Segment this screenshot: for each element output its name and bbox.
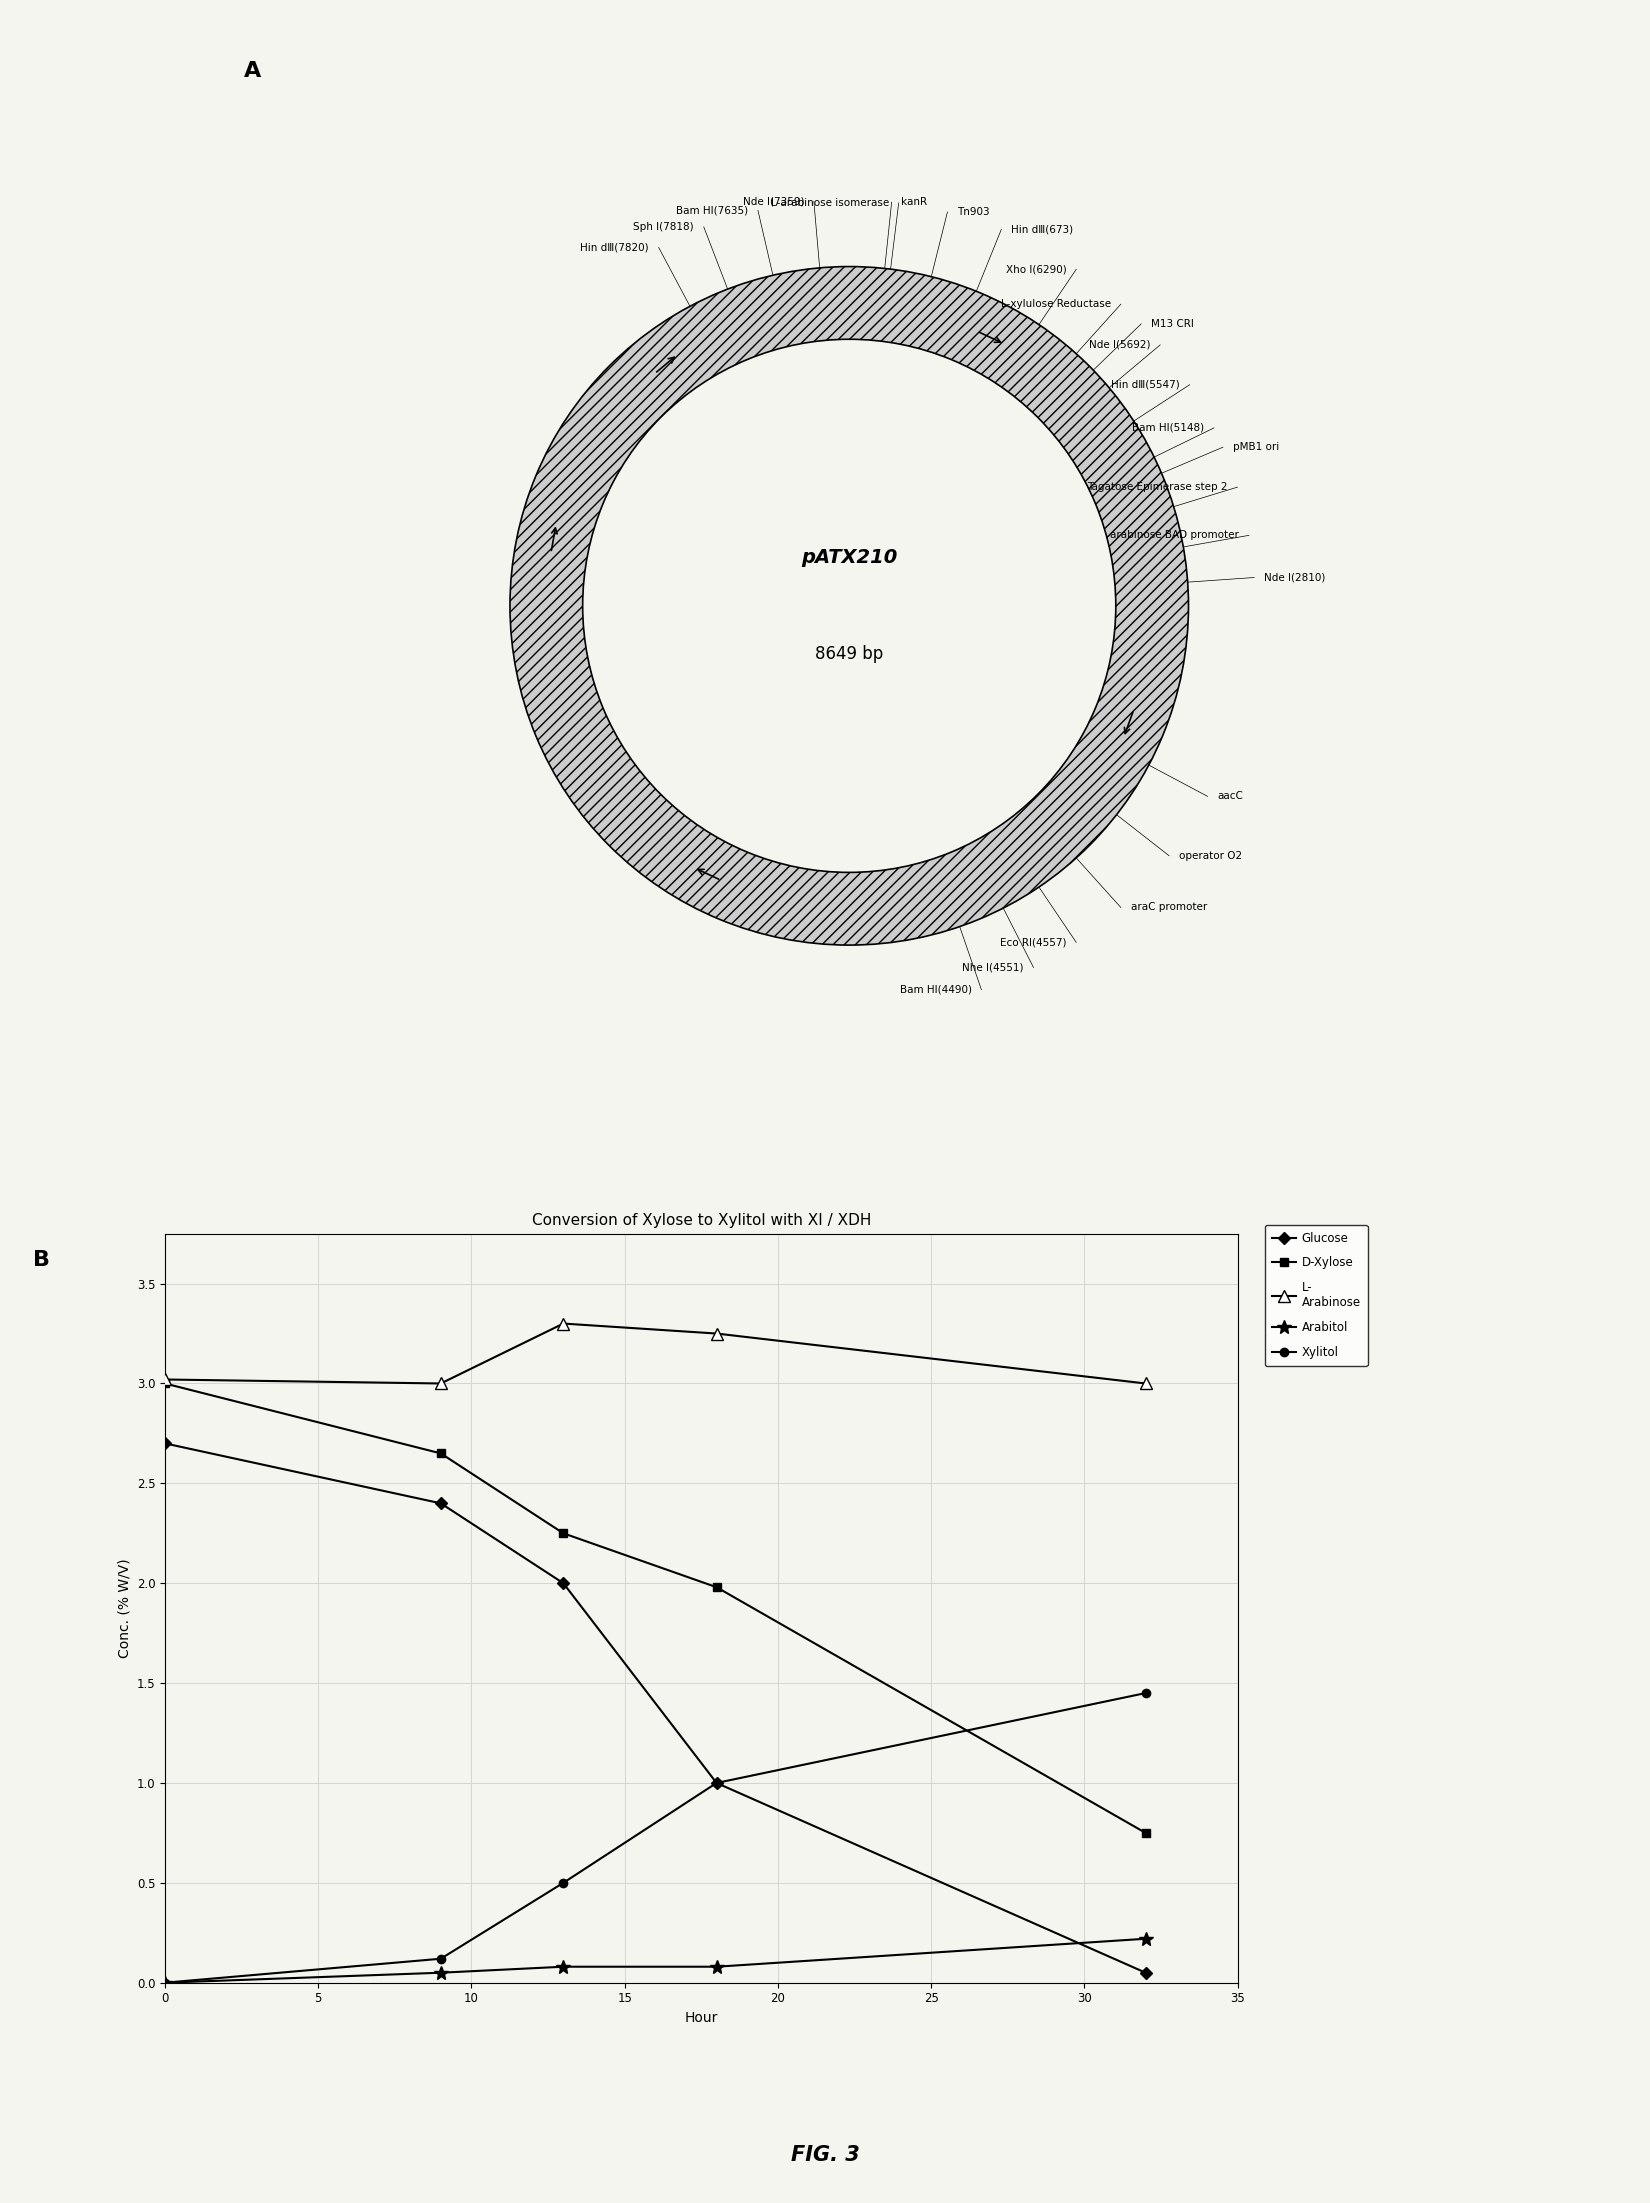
- Text: Hin dⅢ(673): Hin dⅢ(673): [1011, 225, 1072, 234]
- Text: Tagatose Epimerase step 2: Tagatose Epimerase step 2: [1087, 482, 1228, 491]
- Text: 8649 bp: 8649 bp: [815, 645, 883, 663]
- Text: arabinose BAD promoter: arabinose BAD promoter: [1110, 531, 1239, 540]
- Text: Nhe I(4551): Nhe I(4551): [962, 963, 1023, 972]
- Text: B: B: [33, 1251, 50, 1271]
- Arabitol: [155, 1969, 175, 1996]
- Arabitol: [1135, 1925, 1155, 1952]
- Text: Hin dⅢ(5547): Hin dⅢ(5547): [1110, 379, 1180, 390]
- L-
Arabinose: [553, 1311, 573, 1337]
- X-axis label: Hour: Hour: [685, 2011, 718, 2025]
- Text: Hin dⅢ(7820): Hin dⅢ(7820): [581, 242, 648, 253]
- Text: operator O2: operator O2: [1178, 850, 1242, 861]
- D-Xylose: [706, 1573, 726, 1599]
- Glucose: [431, 1489, 450, 1516]
- Xylitol: [706, 1769, 726, 1795]
- Text: Sph I(7818): Sph I(7818): [634, 223, 695, 231]
- Text: Bam HⅠ(4490): Bam HⅠ(4490): [899, 985, 972, 994]
- Text: Xho I(6290): Xho I(6290): [1006, 264, 1066, 275]
- Text: FIG. 3: FIG. 3: [790, 2144, 860, 2166]
- Glucose: [553, 1571, 573, 1597]
- Text: L-xylulose Reductase: L-xylulose Reductase: [1002, 300, 1110, 308]
- L-
Arabinose: [155, 1366, 175, 1392]
- Text: Tn903: Tn903: [957, 207, 990, 216]
- Glucose: [1135, 1958, 1155, 1985]
- Text: Nde I(2810): Nde I(2810): [1264, 573, 1325, 582]
- D-Xylose: [553, 1520, 573, 1547]
- D-Xylose: [431, 1441, 450, 1467]
- Title: Conversion of Xylose to Xylitol with XI / XDH: Conversion of Xylose to Xylitol with XI …: [531, 1214, 871, 1229]
- Text: Eco RⅠ(4557): Eco RⅠ(4557): [1000, 936, 1066, 947]
- D-Xylose: [155, 1370, 175, 1397]
- Line: Xylitol: Xylitol: [160, 1690, 1150, 1987]
- Line: Arabitol: Arabitol: [158, 1932, 1152, 1989]
- Xylitol: [431, 1945, 450, 1972]
- Line: D-Xylose: D-Xylose: [160, 1379, 1150, 1837]
- Arabitol: [553, 1954, 573, 1980]
- Text: L-arabinose isomerase: L-arabinose isomerase: [771, 198, 889, 207]
- Arabitol: [706, 1954, 726, 1980]
- Line: L-
Arabinose: L- Arabinose: [160, 1317, 1152, 1390]
- Glucose: [155, 1430, 175, 1456]
- D-Xylose: [1135, 1820, 1155, 1846]
- Line: Glucose: Glucose: [160, 1439, 1150, 1976]
- Y-axis label: Conc. (% W/V): Conc. (% W/V): [117, 1558, 130, 1659]
- Xylitol: [1135, 1681, 1155, 1707]
- Arabitol: [431, 1958, 450, 1985]
- Text: Nde I(5692): Nde I(5692): [1089, 339, 1150, 350]
- Xylitol: [155, 1969, 175, 1996]
- L-
Arabinose: [431, 1370, 450, 1397]
- Text: kanR: kanR: [901, 196, 927, 207]
- Text: M13 CRI: M13 CRI: [1152, 319, 1195, 328]
- Glucose: [706, 1769, 726, 1795]
- Text: aacC: aacC: [1218, 791, 1242, 802]
- Text: A: A: [244, 59, 261, 82]
- L-
Arabinose: [1135, 1370, 1155, 1397]
- Legend: Glucose, D-Xylose, L-
Arabinose, Arabitol, Xylitol: Glucose, D-Xylose, L- Arabinose, Arabito…: [1266, 1225, 1368, 1366]
- Text: araC promoter: araC promoter: [1130, 903, 1206, 912]
- Text: Bam HⅠ(7635): Bam HⅠ(7635): [676, 205, 747, 216]
- Xylitol: [553, 1870, 573, 1897]
- L-
Arabinose: [706, 1320, 726, 1346]
- Text: pMB1 ori: pMB1 ori: [1233, 443, 1279, 452]
- Text: pATX210: pATX210: [800, 549, 898, 566]
- Text: Nde I(7359): Nde I(7359): [742, 196, 804, 207]
- Text: Bam HⅠ(5148): Bam HⅠ(5148): [1132, 423, 1204, 432]
